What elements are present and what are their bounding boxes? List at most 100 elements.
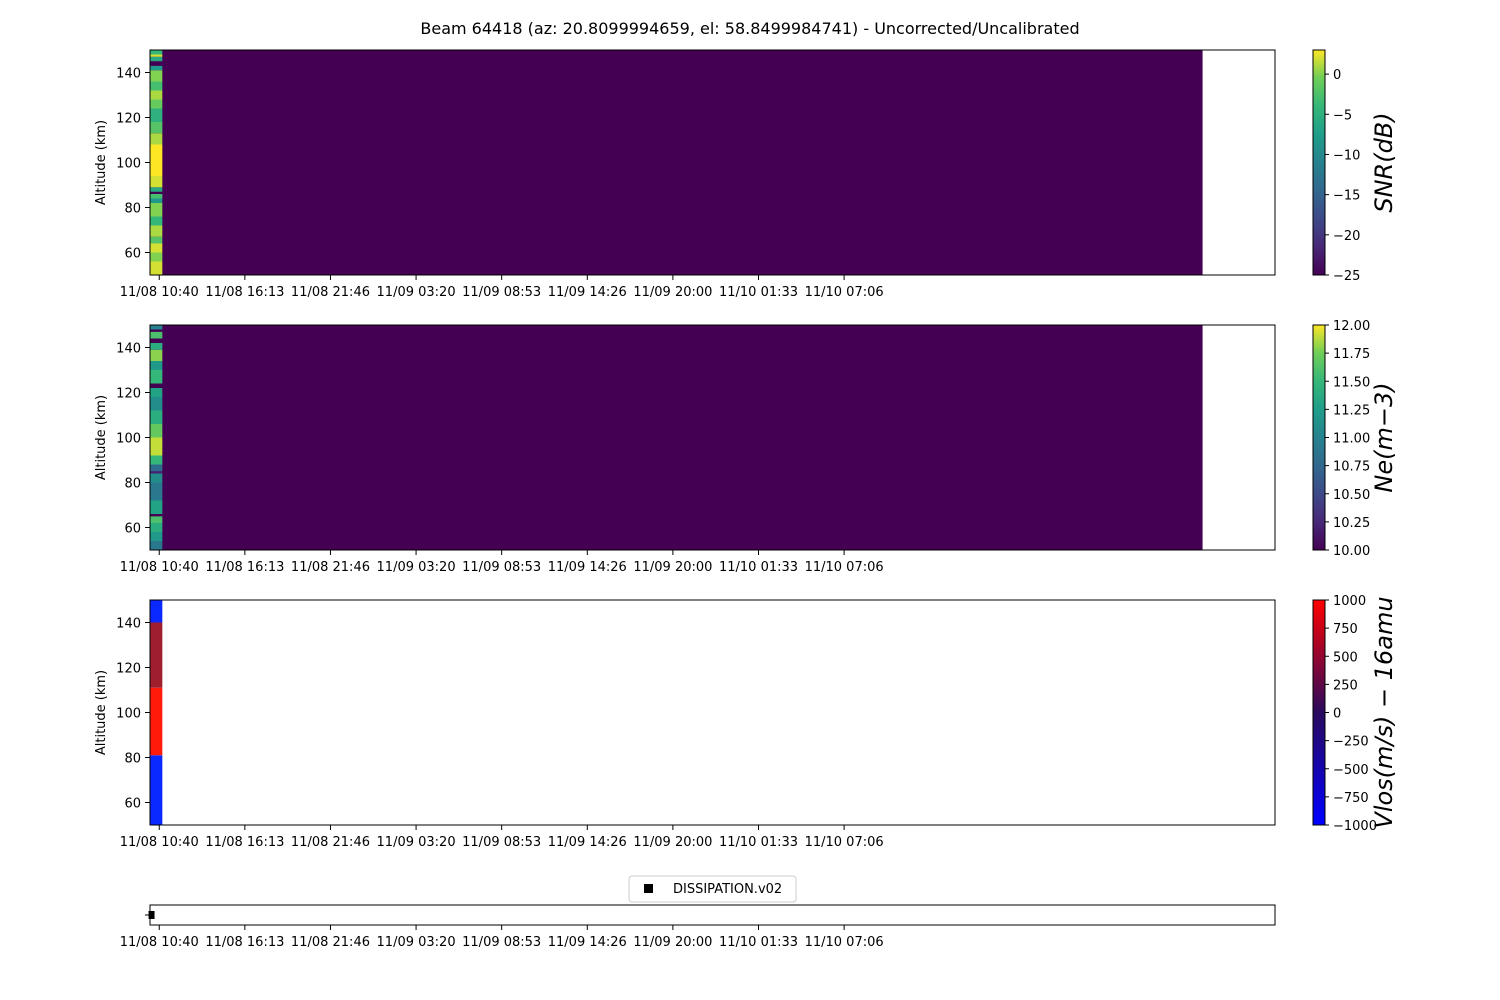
snr-band [150,133,163,145]
x-tick-label: 11/09 08:53 [462,835,541,850]
ne-band [150,516,163,523]
snr-band [150,261,163,275]
vlos-band [150,687,163,756]
y-tick-label: 120 [116,112,141,127]
snr-fill-region [150,50,1203,275]
colorbar-tick-label: −15 [1333,189,1360,204]
colorbar-tick-label: 11.75 [1333,347,1370,362]
colorbar-tick-label: 10.25 [1333,516,1370,531]
x-tick-label: 11/08 21:46 [291,935,370,950]
ne-band [150,532,163,541]
snr-band [150,122,163,134]
ne-colorbar [1312,324,1326,551]
x-tick-label: 11/10 07:06 [805,835,884,850]
x-tick-label: 11/10 01:33 [719,560,798,575]
x-tick-label: 11/08 16:13 [205,285,284,300]
snr-band [150,61,163,66]
x-tick-label: 11/08 21:46 [291,285,370,300]
ne-band [150,325,163,330]
colorbar-tick-label: 12.00 [1333,319,1370,334]
vlos-band [150,600,163,623]
colorbar-label: SNR(dB) [1370,112,1398,212]
snr-band [150,225,163,237]
snr-band [150,236,163,244]
y-tick-label: 100 [116,157,141,172]
x-tick-label: 11/09 03:20 [377,285,456,300]
dissipation-panel: 11/08 10:40 11/08 16:13 11/08 21:46 11/09 0… [120,875,1276,950]
snr-band [150,198,163,203]
colorbar-tick-label: 11.00 [1333,432,1370,447]
y-tick-label: 80 [124,202,141,217]
ne-band [150,331,163,339]
x-tick-label: 11/08 16:13 [205,835,284,850]
legend-entry: DISSIPATION.v02 [673,882,782,897]
x-tick-label: 11/08 21:46 [291,560,370,575]
ne-band [150,437,163,456]
ne-band [150,370,163,384]
y-tick-label: 80 [124,752,141,767]
y-tick-label: 60 [124,522,141,537]
ne-fill-region [150,325,1203,550]
colorbar-tick-label: −25 [1333,269,1360,284]
snr-band [150,56,163,62]
snr-band [150,194,163,199]
colorbar-tick-label: 10.75 [1333,460,1370,475]
snr-band [150,99,163,109]
x-tick-label: 11/08 10:40 [120,285,199,300]
y-tick-label: 60 [124,797,141,812]
ne-band [150,424,163,438]
colorbar-tick-label: 0 [1333,68,1341,83]
ne-band [150,471,163,474]
y-tick-label: 120 [116,387,141,402]
x-tick-label: 11/09 20:00 [633,285,712,300]
y-tick-label: 60 [124,247,141,262]
ne-band [150,514,163,517]
ne-band [150,349,163,361]
snr-band [150,176,163,188]
colorbar-tick-label: −10 [1333,148,1360,163]
x-tick-label: 11/09 14:26 [548,935,627,950]
snr-band [150,203,163,217]
x-tick-label: 11/09 03:20 [377,835,456,850]
x-tick-label: 11/10 07:06 [805,935,884,950]
colorbar-tick-label: 11.25 [1333,403,1370,418]
vlos-colorbar [1312,599,1326,826]
y-axis-label: Altitude (km) [94,120,109,205]
colorbar-tick-label: −5 [1333,108,1352,123]
x-tick-label: 11/09 03:20 [377,935,456,950]
y-tick-label: 120 [116,662,141,677]
snr-band [150,191,163,194]
snr-band [150,81,163,91]
x-tick-label: 11/10 07:06 [805,285,884,300]
vlos-band [150,755,163,825]
y-tick-label: 140 [116,67,141,82]
snr-band [150,90,163,100]
y-tick-label: 140 [116,342,141,357]
ne-band [150,388,163,397]
x-tick-label: 11/10 07:06 [805,560,884,575]
legend-marker [644,884,653,893]
x-tick-label: 11/08 21:46 [291,835,370,850]
x-tick-label: 11/09 20:00 [633,560,712,575]
x-tick-label: 11/09 08:53 [462,285,541,300]
colorbar-tick-label: 1000 [1333,594,1366,609]
colorbar-tick-label: 10.50 [1333,488,1370,503]
ne-band [150,410,163,424]
colorbar-tick-label: −250 [1333,735,1369,750]
x-tick-label: 11/10 01:33 [719,285,798,300]
x-tick-label: 11/09 03:20 [377,560,456,575]
colorbar-tick-label: 0 [1333,707,1341,722]
ne-band [150,473,163,483]
ne-panel: 60 80 100 120 140 Altitude (km) 11/08 10:40 11/… [94,319,1398,575]
x-tick-label: 11/08 10:40 [120,935,199,950]
x-tick-label: 11/09 08:53 [462,935,541,950]
ne-band [150,541,163,550]
colorbar-tick-label: −750 [1333,791,1369,806]
vlos-band [150,622,163,688]
ne-band [150,383,163,388]
snr-band [150,65,163,71]
colorbar-tick-label: 10.00 [1333,544,1370,559]
y-tick-label: 140 [116,617,141,632]
legend: DISSIPATION.v02 [628,875,797,903]
x-tick-label: 11/09 20:00 [633,935,712,950]
